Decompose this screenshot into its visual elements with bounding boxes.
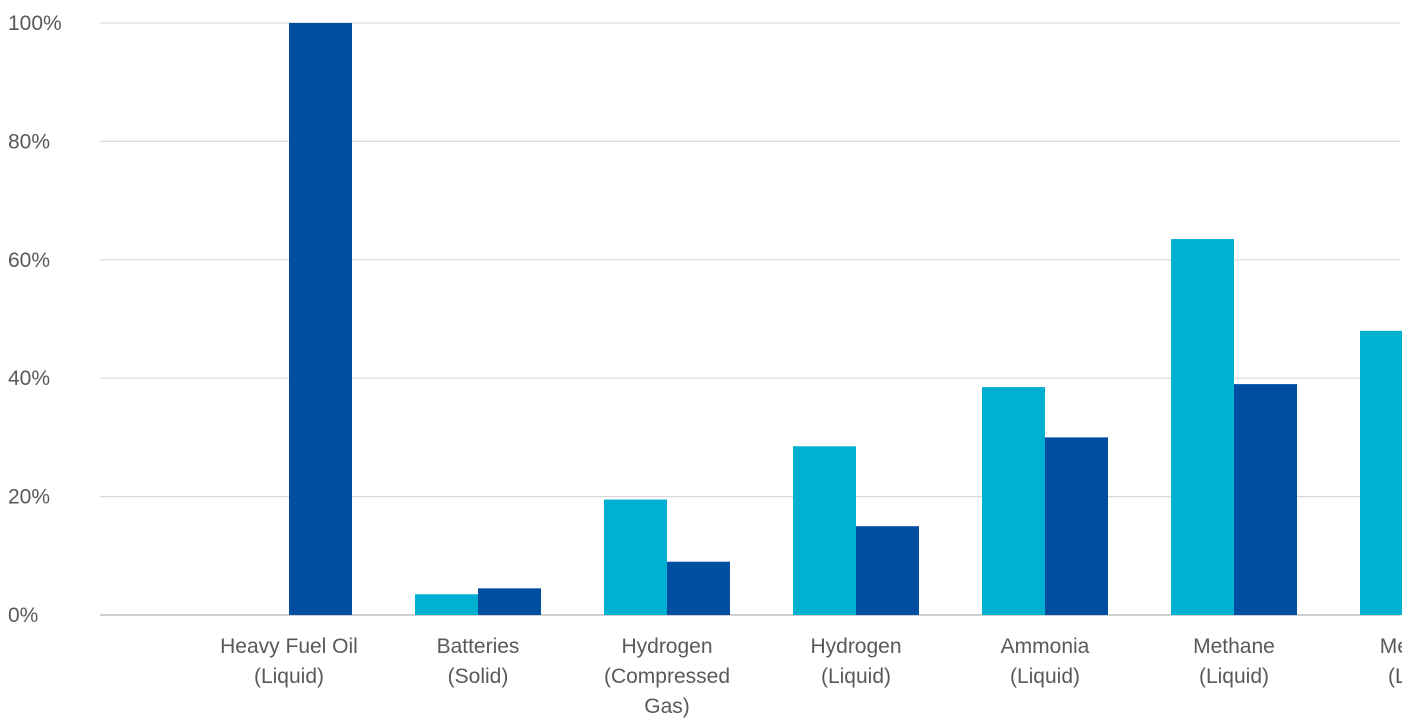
x-category-label-line: (Liquid)	[1199, 665, 1269, 688]
x-category-label: Methanol (Liquid)	[1380, 635, 1402, 688]
bar-series-1-cat-6	[1171, 239, 1234, 615]
x-category-label-line: Ammonia	[1001, 635, 1090, 658]
y-tick-label: 100%	[8, 12, 62, 35]
bar-series-2-cat-6	[1234, 384, 1297, 615]
x-category-label-line: (Liquid)	[821, 665, 891, 688]
x-category-label-line: Gas)	[644, 695, 690, 718]
bar-series-1-cat-5	[982, 387, 1045, 615]
x-category-label-line: Batteries	[437, 635, 520, 658]
y-tick-label: 0%	[8, 604, 38, 627]
x-category-label-line: (Liquid)	[1388, 665, 1402, 688]
x-category-label-line: Hydrogen	[810, 635, 901, 658]
y-tick-label: 80%	[8, 130, 50, 153]
bar-series-1-cat-2	[415, 594, 478, 615]
x-category-label: Hydrogen (Liquid)	[810, 635, 901, 688]
x-category-label-line: (Solid)	[448, 665, 509, 688]
x-category-label-line: (Liquid)	[1010, 665, 1080, 688]
bar-series-2-cat-1	[289, 23, 352, 615]
bar-series-2-cat-3	[667, 561, 730, 615]
y-tick-label: 20%	[8, 486, 50, 509]
bar-series-2-cat-5	[1045, 437, 1108, 615]
y-tick-label: 40%	[8, 367, 50, 390]
y-axis-ticks: 0% 20% 40% 60% 80% 100%	[8, 12, 62, 627]
bar-series-1-cat-7	[1360, 330, 1402, 615]
y-tick-label: 60%	[8, 249, 50, 272]
x-category-label-line: Heavy Fuel Oil	[220, 635, 358, 658]
x-category-label: Batteries (Solid)	[437, 635, 520, 688]
x-category-label: Hydrogen (Compressed Gas)	[604, 635, 730, 718]
x-category-label-line: Methanol	[1380, 635, 1402, 658]
x-category-label: Methane (Liquid)	[1193, 635, 1275, 688]
bars	[289, 23, 1402, 615]
bar-series-1-cat-3	[604, 499, 667, 615]
x-axis-categories: Heavy Fuel Oil (Liquid) Batteries (Solid) Hy…	[220, 635, 1402, 718]
bar-series-1-cat-4	[793, 446, 856, 615]
x-category-label: Heavy Fuel Oil (Liquid)	[220, 635, 358, 688]
x-category-label: Ammonia (Liquid)	[1001, 635, 1090, 688]
x-category-label-line: (Compressed	[604, 665, 730, 688]
x-category-label-line: Methane	[1193, 635, 1275, 658]
x-category-label-line: Hydrogen	[621, 635, 712, 658]
x-category-label-line: (Liquid)	[254, 665, 324, 688]
bar-series-2-cat-2	[478, 588, 541, 615]
bar-series-2-cat-4	[856, 526, 919, 615]
